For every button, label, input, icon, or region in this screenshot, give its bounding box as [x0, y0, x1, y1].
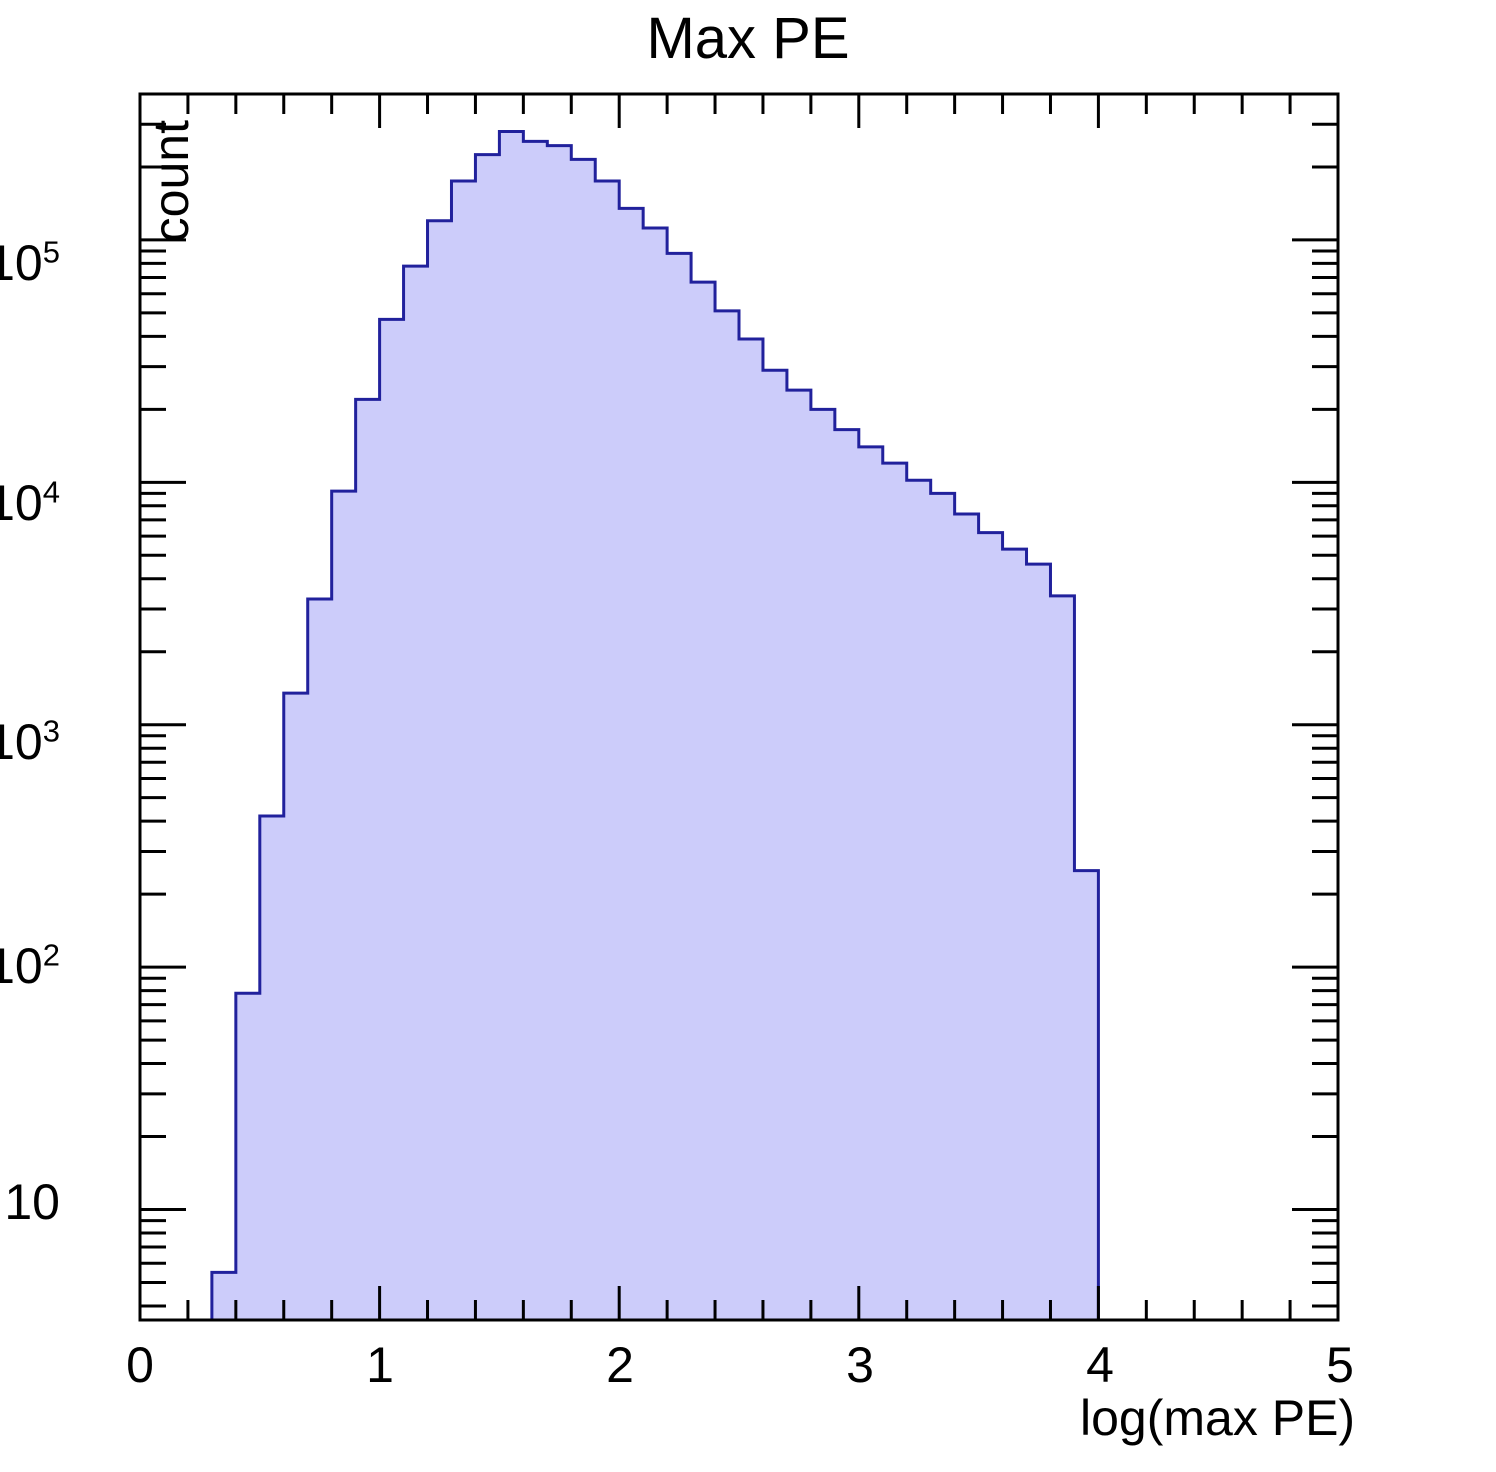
histogram-series — [210, 130, 1100, 1322]
plot-frame — [138, 92, 1340, 1322]
x-tick-label-4: 4 — [1086, 1337, 1114, 1393]
y-tick-label-10: 10 — [4, 1174, 60, 1230]
y-tick-label-1e4: 104 — [0, 474, 60, 531]
histogram-bins — [210, 130, 1100, 1322]
y-tick-label-1e3: 103 — [0, 713, 60, 770]
x-tick-label-5: 5 — [1326, 1337, 1354, 1393]
y-tick-label-1e2: 102 — [0, 937, 60, 994]
x-axis-title: log(max PE) — [1080, 1390, 1356, 1446]
x-tick-label-0: 0 — [126, 1337, 154, 1393]
x-tick-label-2: 2 — [606, 1337, 634, 1393]
x-tick-label-3: 3 — [846, 1337, 874, 1393]
y-tick-label-1e5: 105 — [0, 234, 60, 291]
x-tick-label-1: 1 — [366, 1337, 394, 1393]
page-title: Max PE — [646, 6, 850, 71]
axis-ticks — [138, 92, 1340, 1320]
